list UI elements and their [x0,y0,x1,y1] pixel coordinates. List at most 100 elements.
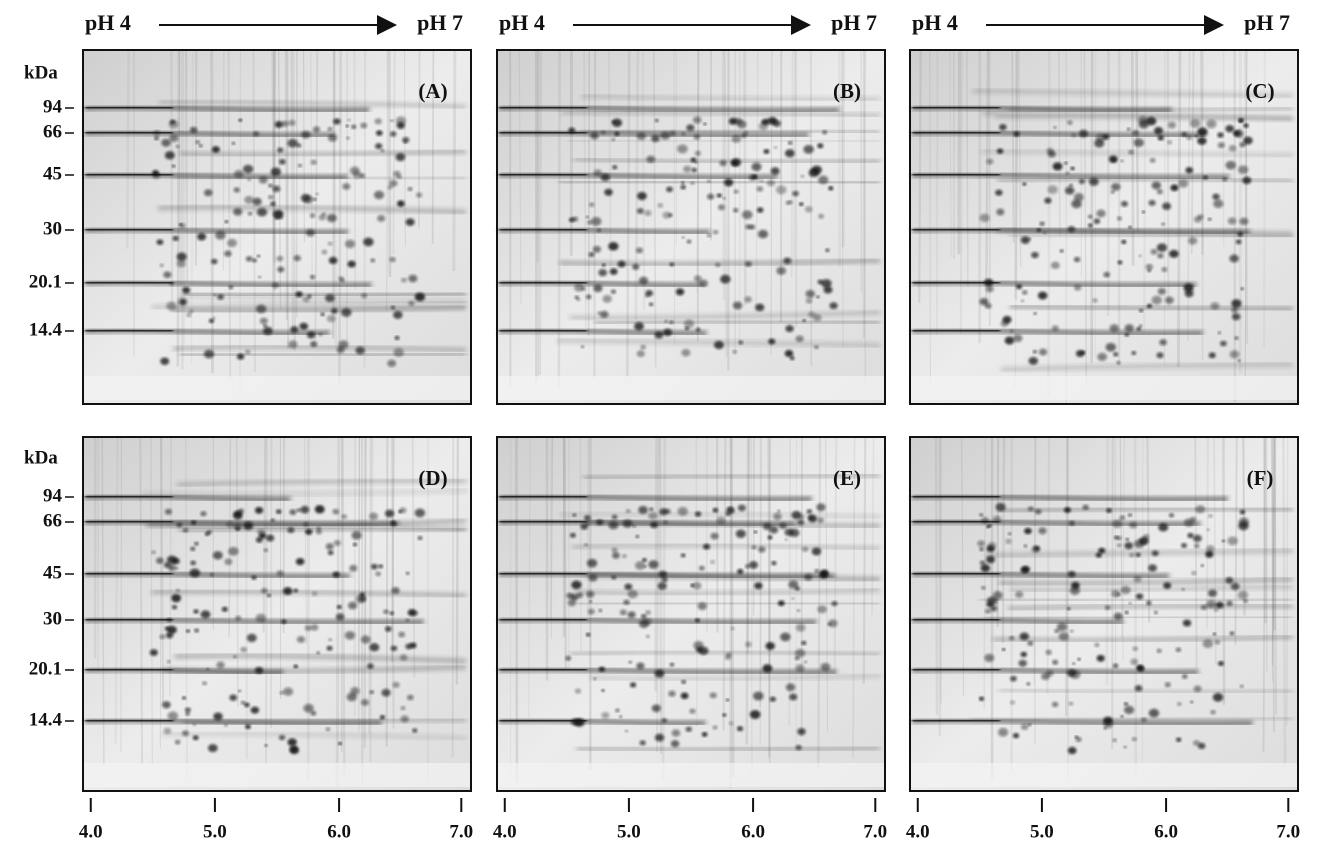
gel-spot [664,320,667,323]
gel-spot [795,586,800,590]
gel-spot [415,293,425,302]
gel-streak [1049,50,1050,397]
gel-streak [589,50,590,336]
gel-spot [385,510,394,518]
gel-spot [1139,309,1143,312]
gel-spot [394,348,404,357]
gel-spot [691,158,697,163]
gel-spot [634,322,644,330]
gel-spot [1231,583,1240,590]
gel-spot [355,595,365,603]
gel-panel: (A) [83,50,471,404]
x-tick-label: 7.0 [449,821,473,842]
gel-spot [601,689,604,692]
gel-spot [990,606,997,612]
gel-spot [165,627,170,631]
gel-spot [796,624,805,632]
gel-streak [959,50,960,254]
gel-spot [797,728,805,735]
gel-spot [1241,287,1244,290]
gel-spot [1176,648,1181,652]
gel-spot [651,135,660,142]
gel-spot [1024,528,1032,534]
gel-spot [785,325,793,332]
gel-spot [215,231,225,240]
gel-spot [1191,571,1196,575]
gel-spot [277,570,284,576]
gel-spot [729,722,733,725]
gel-spot [626,509,631,513]
gel-spot [194,542,198,546]
gel-spot [316,529,322,534]
gel-spot [383,610,388,614]
gel-spot [1194,544,1199,548]
gel-spot [819,571,828,578]
gel-spot [273,186,281,192]
gel-spot [226,521,234,527]
gel-spot [803,319,806,322]
gel-spot [645,294,649,297]
gel-streak [1201,50,1202,255]
gel-spot [224,558,232,565]
gel-spot [738,505,746,512]
gel-spot [637,208,644,214]
gel-spot [1121,586,1131,594]
gel-spot [828,186,833,190]
gel-spot [1205,551,1213,558]
gel-spot [408,187,413,191]
gel-spot [406,218,415,226]
gel-spot [342,183,350,190]
gel-spot [593,246,601,253]
gel-spot [376,130,383,135]
gel-spot [1128,513,1132,516]
gel-spot [646,635,650,638]
gel-spot [779,523,787,529]
gel-spot [333,118,340,124]
gel-spot [655,670,665,678]
gel-spot [277,267,284,273]
gel-spot [1021,236,1030,244]
gel-spot [1118,260,1123,264]
gel-spot [1105,605,1110,609]
gel-spot [1169,250,1179,258]
gel-spot [398,510,401,513]
gel-spot [745,261,752,267]
gel-spot [360,173,366,178]
gel-spot [388,185,393,189]
gel-spot [1148,200,1155,206]
gel-spot [1070,670,1080,679]
gel-spot [1163,582,1171,589]
gel-spot [1068,747,1077,754]
gel-spot [412,611,418,616]
gel-spot [623,520,633,528]
gel-spot [659,508,667,515]
gel-spot [1093,298,1098,302]
gel-spot [796,335,804,342]
gel-spot [283,687,293,695]
gel-spot [646,156,655,163]
gel-spot [1238,359,1241,361]
gel-spot [1194,216,1202,223]
gel-spot [293,589,298,593]
gel-spot [190,561,196,566]
gel-spot [752,545,756,549]
gel-spot [191,520,196,524]
gel-spot [755,304,764,312]
gel-spot [1197,127,1207,136]
gel-spot [1079,130,1088,138]
gel-spot [185,712,189,716]
gel-spot [1182,674,1188,679]
gel-spot [352,531,362,539]
gel-spot [581,345,584,348]
gel-spot [698,602,707,610]
gel-spot [754,531,757,534]
gel-spot [279,735,285,740]
gel-spot [568,599,576,606]
gel-spot [182,730,189,736]
gel-panel: (E) [497,437,885,791]
panel-letter: (F) [1247,466,1274,490]
gel-spot [1214,608,1218,611]
gel-spot [637,132,646,140]
gel-spot [1183,619,1192,626]
gel-spot [197,233,206,241]
